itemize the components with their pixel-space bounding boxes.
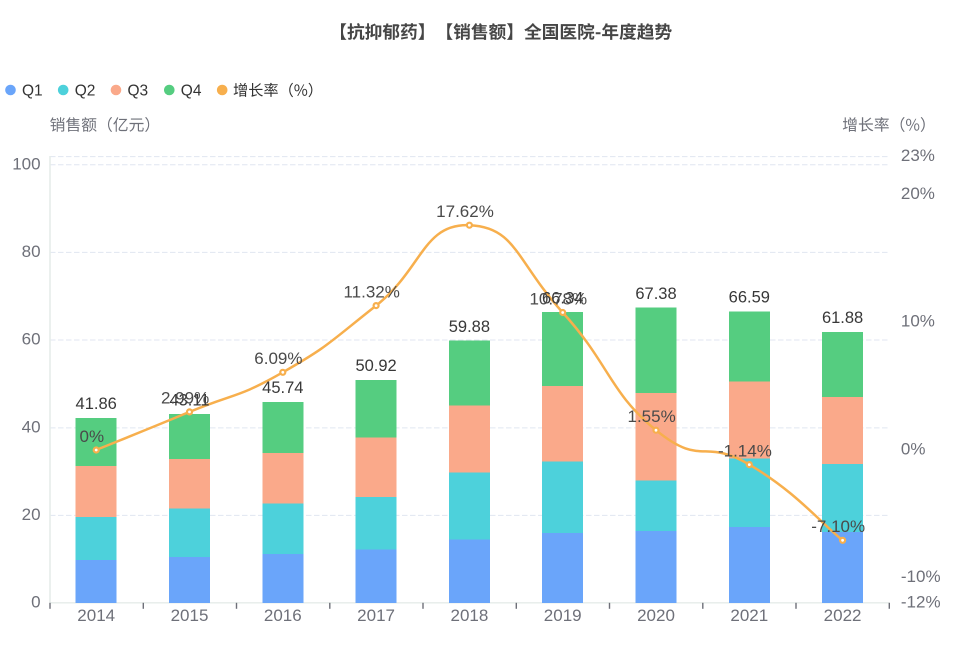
svg-text:67.38: 67.38 (635, 285, 676, 303)
svg-text:80: 80 (22, 242, 41, 261)
svg-text:-10%: -10% (901, 567, 941, 586)
svg-text:17.62%: 17.62% (436, 202, 494, 221)
svg-text:66.34: 66.34 (542, 289, 583, 307)
svg-text:-1.14%: -1.14% (718, 441, 772, 460)
svg-text:Q3: Q3 (128, 82, 149, 99)
svg-text:10.78%: 10.78% (529, 289, 587, 308)
svg-text:23%: 23% (901, 146, 935, 165)
svg-text:20%: 20% (901, 184, 935, 203)
svg-text:Q1: Q1 (22, 82, 43, 99)
svg-text:-12%: -12% (901, 592, 941, 611)
svg-text:2020: 2020 (637, 606, 675, 625)
svg-text:59.88: 59.88 (449, 318, 490, 336)
svg-text:40: 40 (22, 417, 41, 436)
svg-text:Q2: Q2 (75, 82, 96, 99)
svg-text:2021: 2021 (730, 606, 768, 625)
svg-text:11.32%: 11.32% (343, 282, 399, 301)
svg-text:50.92: 50.92 (355, 357, 396, 375)
svg-text:2017: 2017 (357, 606, 395, 625)
svg-text:2019: 2019 (544, 606, 582, 625)
svg-text:10%: 10% (901, 312, 935, 331)
svg-text:60: 60 (22, 330, 41, 349)
svg-text:20: 20 (22, 505, 41, 524)
svg-text:6.09%: 6.09% (254, 349, 302, 368)
svg-text:45.74: 45.74 (262, 379, 303, 397)
svg-text:66.59: 66.59 (729, 289, 770, 307)
svg-text:61.88: 61.88 (822, 309, 863, 327)
svg-text:0%: 0% (901, 439, 926, 458)
svg-text:2016: 2016 (264, 606, 302, 625)
svg-text:43.11: 43.11 (169, 391, 209, 409)
svg-text:2018: 2018 (450, 606, 488, 625)
svg-text:100: 100 (12, 154, 40, 173)
svg-text:2014: 2014 (77, 606, 115, 625)
svg-text:-7.10%: -7.10% (811, 517, 865, 536)
svg-text:1.55%: 1.55% (627, 407, 675, 426)
svg-text:2.99%: 2.99% (161, 389, 209, 408)
svg-text:2022: 2022 (824, 606, 862, 625)
svg-text:0%: 0% (80, 427, 105, 446)
svg-text:41.86: 41.86 (76, 395, 117, 413)
svg-text:0: 0 (31, 593, 40, 612)
svg-text:2015: 2015 (171, 606, 209, 625)
svg-text:Q4: Q4 (181, 82, 202, 99)
